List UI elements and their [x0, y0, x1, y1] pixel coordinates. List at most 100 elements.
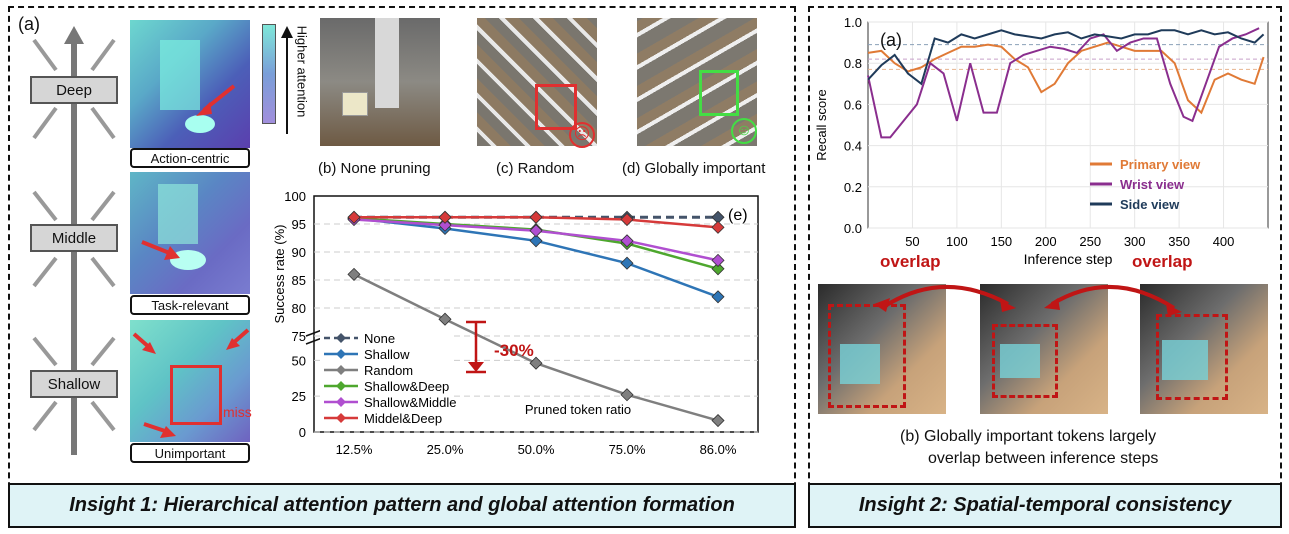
- data-point: [529, 234, 543, 248]
- data-point: [711, 413, 725, 428]
- annotation-label: -30%: [494, 341, 534, 360]
- series-line: [867, 41, 1265, 115]
- red-arrow-icon: [196, 84, 236, 116]
- data-point: [620, 212, 634, 227]
- overlap-label-1: overlap: [880, 252, 941, 271]
- x-tick-label: 400: [1213, 234, 1235, 249]
- globally-important-image: ☺: [637, 18, 757, 146]
- left-panel-label: (a): [18, 14, 40, 34]
- caption-random: (c) Random: [496, 160, 575, 177]
- y-axis-label: Success rate (%): [272, 225, 287, 324]
- y-tick-label: 0.0: [844, 221, 862, 236]
- legend-label: Shallow&Middle: [364, 395, 457, 410]
- y-axis-label: Recall score: [814, 89, 829, 161]
- y-tick-label: 0.4: [844, 139, 862, 154]
- series-line: [867, 27, 1260, 139]
- overlap-label-2: overlap: [1132, 252, 1193, 271]
- data-point: [347, 267, 361, 281]
- x-tick-label: 50.0%: [518, 442, 555, 457]
- red-arrow-icon: [143, 422, 176, 438]
- data-point: [711, 262, 725, 276]
- legend-marker: [336, 333, 346, 343]
- y-tick-label: 25: [292, 389, 306, 404]
- legend-label: Wrist view: [1120, 177, 1185, 192]
- data-point: [347, 210, 361, 224]
- legend-label: Random: [364, 363, 413, 378]
- right-panel-label: (a): [880, 30, 902, 50]
- x-tick-label: 12.5%: [336, 442, 373, 457]
- y-tick-label: 95: [292, 217, 306, 232]
- y-tick-label: 90: [292, 245, 306, 260]
- y-tick-label: 85: [292, 273, 306, 288]
- inference-step-image-2: [980, 284, 1108, 414]
- legend-label: None: [364, 331, 395, 346]
- x-tick-label: 150: [990, 234, 1012, 249]
- legend-marker: [336, 397, 346, 407]
- annotation-arrowhead: [468, 362, 484, 372]
- y-tick-label: 50: [292, 353, 306, 368]
- legend-box: [320, 328, 454, 430]
- y-tick-label: 75: [292, 329, 306, 344]
- y-tick-label: 80: [292, 301, 306, 316]
- layer-middle: Middle: [30, 224, 118, 252]
- caption-none-pruning: (b) None pruning: [318, 160, 431, 177]
- miss-label: miss: [223, 404, 252, 420]
- y-tick-label: 0.8: [844, 56, 862, 71]
- y-tick-label: 0.6: [844, 97, 862, 112]
- y-tick-label: 100: [284, 189, 306, 204]
- x-tick-label: 75.0%: [609, 442, 646, 457]
- inference-step-image-3: [1140, 284, 1268, 414]
- deep-attention-image: [130, 20, 250, 148]
- red-arrow-icon: [132, 332, 156, 354]
- x-axis-label: Inference step: [1024, 251, 1113, 267]
- data-point: [529, 356, 543, 370]
- data-point: [438, 218, 452, 232]
- action-centric-tag: Action-centric: [130, 148, 250, 168]
- sad-face-icon: ☹: [569, 122, 595, 148]
- data-point: [438, 312, 452, 326]
- series-line: [867, 29, 1265, 86]
- insight-1-banner: Insight 1: Hierarchical attention patter…: [8, 483, 796, 528]
- caption-globally-important: (d) Globally important: [622, 160, 766, 177]
- x-tick-label: 350: [1168, 234, 1190, 249]
- up-arrow-icon: [281, 26, 293, 134]
- right-caption-line-2: overlap between inference steps: [928, 450, 1159, 467]
- attention-colorbar: [262, 24, 276, 124]
- success-rate-chart: 75 80 85 90 95 100 0 25 50 12.5% 25.0% 50.0% 75.0% 86…: [272, 189, 759, 457]
- attention-colorbar-label: Higher attention: [294, 25, 310, 118]
- x-tick-label: 250: [1079, 234, 1101, 249]
- red-arrow-icon: [226, 328, 250, 350]
- x-tick-label: 300: [1124, 234, 1146, 249]
- data-point: [711, 220, 725, 234]
- red-arrow-icon: [141, 240, 180, 260]
- x-axis-label: Pruned token ratio: [525, 402, 631, 417]
- legend-label: Shallow: [364, 347, 410, 362]
- middle-attention-image: [130, 172, 250, 294]
- legend-label: Primary view: [1120, 157, 1201, 172]
- axis-break-mark: [305, 329, 323, 337]
- task-relevant-tag: Task-relevant: [130, 295, 250, 315]
- none-pruning-image: [320, 18, 440, 146]
- layer-shallow: Shallow: [30, 370, 118, 398]
- right-caption-line-1: (b) Globally important tokens largely: [900, 428, 1157, 445]
- data-point: [620, 234, 634, 248]
- layer-deep: Deep: [30, 76, 118, 104]
- y-tick-label: 1.0: [844, 15, 862, 30]
- y-tick-label: 0: [299, 425, 306, 440]
- data-point: [711, 290, 725, 304]
- data-point: [620, 388, 634, 402]
- data-point: [529, 210, 543, 224]
- legend-marker: [336, 349, 346, 359]
- x-tick-label: 25.0%: [427, 442, 464, 457]
- insight-2-banner: Insight 2: Spatial-temporal consistency: [808, 483, 1282, 528]
- x-tick-label: 200: [1035, 234, 1057, 249]
- x-tick-label: 50: [905, 234, 919, 249]
- legend-marker: [336, 381, 346, 391]
- random-pruning-image: ☹: [477, 18, 597, 148]
- panel-label-e: (e): [728, 207, 748, 224]
- data-point: [620, 256, 634, 270]
- x-tick-label: 86.0%: [700, 442, 737, 457]
- unimportant-tag: Unimportant: [130, 443, 250, 463]
- legend-label: Side view: [1120, 197, 1180, 212]
- legend-label: Middel&Deep: [364, 411, 442, 426]
